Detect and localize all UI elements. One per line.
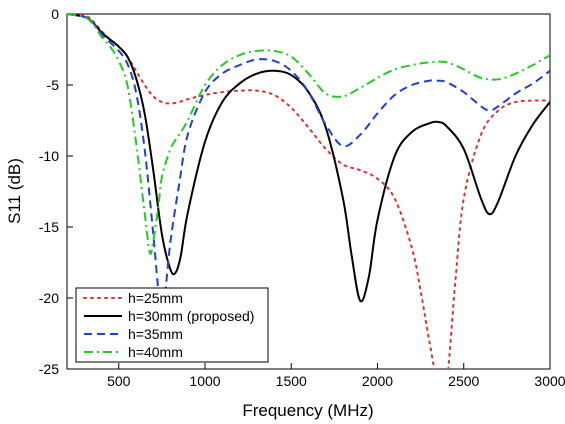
x-tick-label: 2000 <box>362 373 393 389</box>
series-line-h-30mm-proposed <box>67 14 550 303</box>
x-tick-label: 2500 <box>448 373 479 389</box>
y-tick-label: -5 <box>47 77 60 93</box>
series-line-h-25mm <box>67 14 550 369</box>
x-tick-label: 1500 <box>276 373 307 389</box>
legend-box <box>75 287 269 363</box>
x-tick-label: 1000 <box>189 373 220 389</box>
y-axis-title: S11 (dB) <box>5 158 24 224</box>
y-tick-label: -20 <box>39 290 59 306</box>
y-tick-label: -10 <box>39 148 59 164</box>
x-axis-title: Frequency (MHz) <box>242 401 373 420</box>
legend-label: h=25mm <box>128 290 183 306</box>
x-tick-label: 3000 <box>534 373 565 389</box>
y-tick-label: -15 <box>39 219 59 235</box>
series-line-h-40mm <box>67 14 550 255</box>
legend-label: h=35mm <box>128 326 183 342</box>
legend: h=25mm h=30mm (proposed) h=35mm h=40mm <box>75 287 269 363</box>
y-tick-label: -25 <box>39 361 59 377</box>
y-tick-label: 0 <box>51 6 59 22</box>
legend-label: h=40mm <box>128 344 183 360</box>
legend-label: h=30mm (proposed) <box>128 308 254 324</box>
x-tick-label: 500 <box>107 373 131 389</box>
